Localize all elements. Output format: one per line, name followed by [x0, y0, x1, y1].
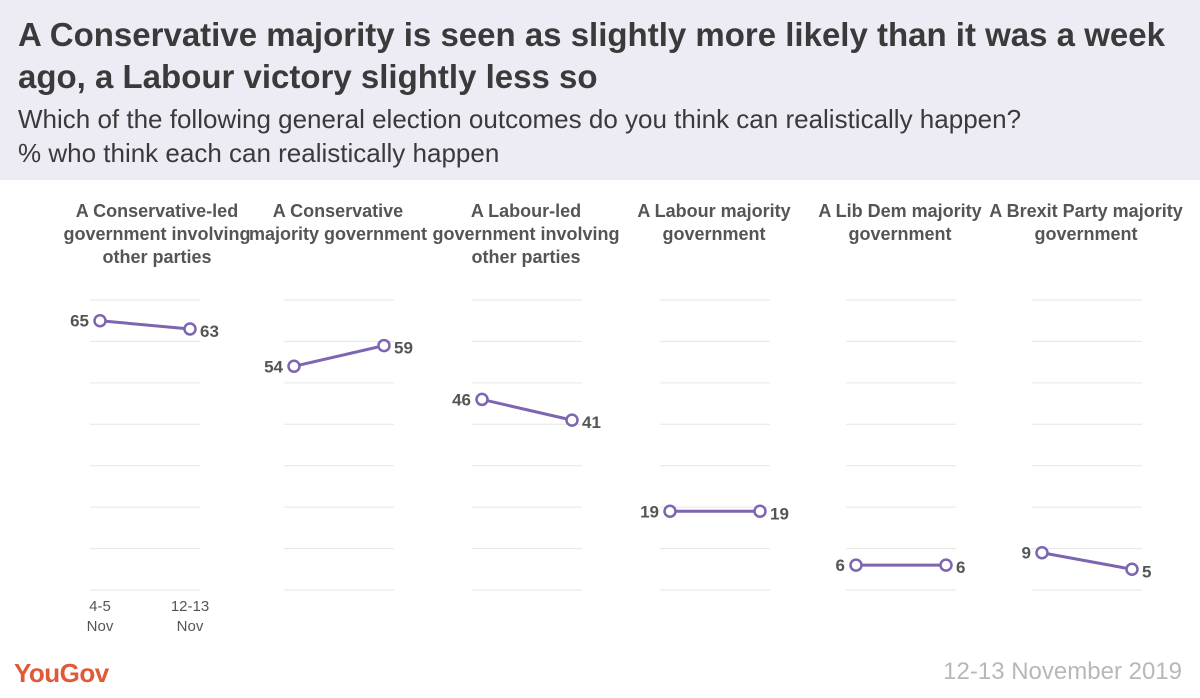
series-line: [293, 344, 385, 368]
data-label: 59: [394, 339, 413, 358]
series-line: [1041, 551, 1133, 571]
chart-title: A Conservative majority is seen as sligh…: [18, 16, 1165, 95]
x-tick-label: Nov: [177, 618, 204, 635]
data-label: 63: [200, 322, 219, 341]
data-point: [753, 504, 767, 519]
data-label: 5: [1142, 562, 1151, 581]
fieldwork-date: 12-13 November 2019: [943, 658, 1182, 685]
data-label: 19: [640, 502, 659, 521]
data-point: [663, 504, 677, 519]
subtitle-question: Which of the following general election …: [18, 104, 1022, 134]
panel-title-lab-majority: A Labour majority government: [637, 201, 791, 244]
series-line: [99, 319, 191, 331]
x-tick-label: 12-13: [171, 598, 209, 615]
data-point: [565, 413, 579, 427]
data-point: [939, 558, 953, 572]
panel-title-lab-led: A Labour-led government involving other …: [432, 201, 620, 267]
data-point: [93, 313, 107, 328]
subtitle-measure: % who think each can realistically happe…: [18, 138, 500, 168]
chart-subtitle: Which of the following general election …: [18, 102, 1188, 170]
series-line: [481, 397, 573, 422]
data-label: 9: [1022, 544, 1031, 563]
data-point: [475, 392, 489, 407]
data-label: 41: [582, 413, 601, 432]
data-label: 46: [452, 390, 471, 409]
x-tick-label: 4-5: [89, 598, 111, 615]
panel-title-con-majority: A Conservative majority government: [248, 201, 428, 244]
data-point: [1125, 562, 1139, 577]
data-point: [183, 322, 197, 336]
yougov-logo: YouGov: [14, 658, 109, 688]
panel-title-con-led: A Conservative-led government involving …: [63, 201, 251, 267]
data-label: 6: [956, 558, 965, 577]
data-label: 65: [70, 312, 89, 331]
header-band: [0, 0, 1200, 180]
data-label: 54: [264, 357, 283, 376]
panel-title-libdem-majority: A Lib Dem majority government: [818, 201, 982, 244]
x-tick-label: Nov: [87, 618, 114, 635]
data-label: 19: [770, 504, 789, 523]
data-label: 6: [836, 556, 845, 575]
panel-title-brexit-majority: A Brexit Party majority government: [989, 201, 1183, 244]
data-point: [1035, 545, 1049, 560]
data-point: [377, 338, 391, 353]
data-point: [287, 359, 301, 374]
data-point: [849, 558, 863, 572]
